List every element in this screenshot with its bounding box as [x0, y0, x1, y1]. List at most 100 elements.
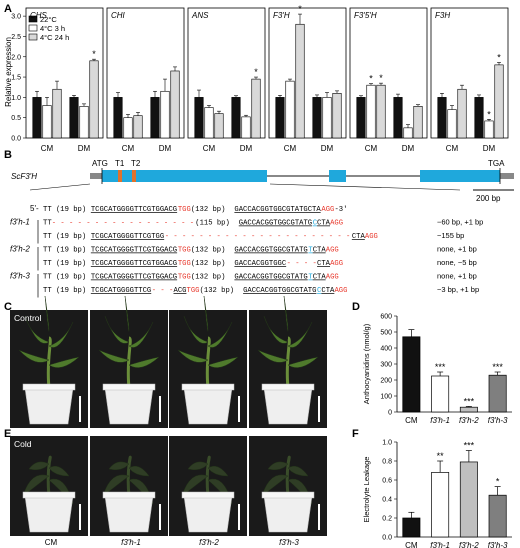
panel-f-electrolyte-chart: 0.0 0.2 0.4 0.6 0.8 1.0 Electrolyte Leakage CM *… — [362, 440, 512, 548]
expression-bar — [150, 97, 160, 139]
bar — [431, 375, 450, 413]
expression-bar — [170, 70, 180, 139]
plant-stem — [46, 336, 52, 389]
significance-star: * — [369, 74, 373, 84]
plant-pot — [263, 495, 313, 533]
y-tick-label: 600 — [380, 314, 392, 321]
t1-label: T1 — [115, 159, 125, 168]
plant-leaf — [104, 315, 130, 344]
sequence-segment: TT (19 bp) — [43, 287, 86, 295]
sequence-row: TT (19 bp) TCGCATGGGGTTCG - - - ACG TGG (13… — [43, 285, 479, 295]
plant-leaf — [287, 478, 313, 505]
plant-stem — [285, 455, 291, 497]
significance-stars: ** — [437, 451, 445, 461]
expression-bar — [413, 106, 423, 139]
y-tick-label: 0.6 — [382, 478, 392, 485]
photo-label-f3h-1: f3'h-1 — [121, 538, 141, 547]
panel-letter-b: B — [4, 149, 12, 161]
target-site-t2 — [132, 170, 136, 182]
condition-label-control: Control — [14, 313, 42, 323]
plant-pot — [104, 387, 154, 425]
sequence-row: TT (19 bp) TCGCATGGGGTTCGTGG - - - - - - … — [43, 231, 464, 241]
exon-3 — [420, 170, 500, 182]
legend-swatch-22c — [28, 15, 38, 23]
plant-leaf — [183, 315, 209, 344]
plant-pot — [104, 495, 154, 533]
plant-leaf — [28, 461, 50, 471]
significance-stars: *** — [435, 362, 446, 372]
sequence-segment: CTA — [317, 260, 331, 268]
plant-pot — [24, 387, 74, 425]
significance-star: * — [298, 4, 302, 14]
expression-bar — [356, 97, 366, 139]
expression-bar — [79, 106, 89, 139]
y-axis-label: Anthocyanidins (nmol/g) — [362, 323, 371, 404]
plant-photo — [249, 295, 327, 428]
sequence-segment: (132 bp) — [200, 287, 235, 295]
pot-rim — [22, 491, 76, 499]
sequence-segment: AGG — [365, 233, 378, 241]
gene-model: ATG T1 T2 TGA 200 bp — [29, 159, 514, 203]
plant-leaf — [98, 349, 130, 363]
expression-bar — [332, 93, 342, 139]
sequence-row-label: f3'h-2 — [10, 245, 30, 254]
plant-leaf — [207, 356, 239, 368]
mutation-note: −60 bp, +1 bp — [437, 218, 483, 227]
sequence-segment: - - - - — [287, 260, 317, 268]
expression-bar — [194, 97, 204, 139]
y-axis-label: Electrolyte Leakage — [362, 457, 371, 523]
expression-bar — [113, 97, 123, 139]
group-label: DM — [402, 144, 415, 153]
expression-bar — [69, 97, 79, 139]
pot-rim — [181, 383, 235, 391]
subpanel-title: F3'5'H — [354, 11, 377, 20]
y-tick-label: 0.0 — [11, 136, 21, 143]
expression-bar — [447, 109, 457, 139]
category-label: f3'h-2 — [459, 416, 479, 425]
sequence-segment: GACCACGGTGGCGTATG — [234, 274, 307, 282]
subpanel-frame — [349, 7, 428, 139]
y-tick-label: 0.4 — [382, 497, 392, 504]
mutation-note: −3 bp, +1 bp — [437, 285, 479, 294]
expression-bar — [123, 117, 133, 139]
significance-stars: * — [496, 477, 500, 487]
expression-bar — [204, 107, 214, 139]
photo-scale-bar — [238, 396, 240, 422]
y-tick-label: 200 — [380, 378, 392, 385]
intron-1 — [267, 175, 329, 177]
plant-stem — [126, 336, 132, 389]
bar — [402, 336, 421, 413]
category-label: CM — [405, 416, 418, 425]
sequence-segment: TGG — [187, 287, 200, 295]
expression-bar — [285, 80, 295, 139]
bar — [488, 494, 507, 538]
exon-2 — [329, 170, 346, 182]
sequence-segment: AGG — [334, 287, 347, 295]
sequence-segment: TGG — [178, 260, 191, 268]
legend-swatch-4c-3h — [28, 24, 38, 32]
subpanel-title: CHS — [30, 11, 48, 20]
condition-label-cold: Cold — [14, 439, 32, 449]
panel-letter-a: A — [4, 3, 12, 15]
plant-leaf — [128, 466, 150, 477]
expression-bar — [160, 90, 170, 139]
legend-label-22c: 22°C — [40, 15, 57, 24]
expression-bar — [32, 97, 42, 139]
zoom-line-right — [269, 183, 461, 191]
panel-letter-e: E — [4, 428, 11, 440]
plant-stem — [46, 455, 52, 497]
sequence-segment: TT — [43, 220, 52, 228]
photo-scale-bar — [159, 504, 161, 530]
y-tick-label: 100 — [380, 394, 392, 401]
plant-leaf — [287, 356, 319, 368]
plant-leaf — [287, 321, 313, 348]
sequence-segment: - - - — [152, 287, 174, 295]
group-label: CM — [122, 144, 135, 153]
expression-bar — [322, 97, 332, 139]
sequence-segment: GACCACGGTGGCGTATG — [234, 247, 307, 255]
pot-rim — [102, 491, 156, 499]
zoom-line-left — [29, 183, 91, 191]
plant-photo — [249, 436, 327, 536]
mutation-note: none, −5 bp — [437, 258, 477, 267]
bar — [459, 406, 478, 413]
